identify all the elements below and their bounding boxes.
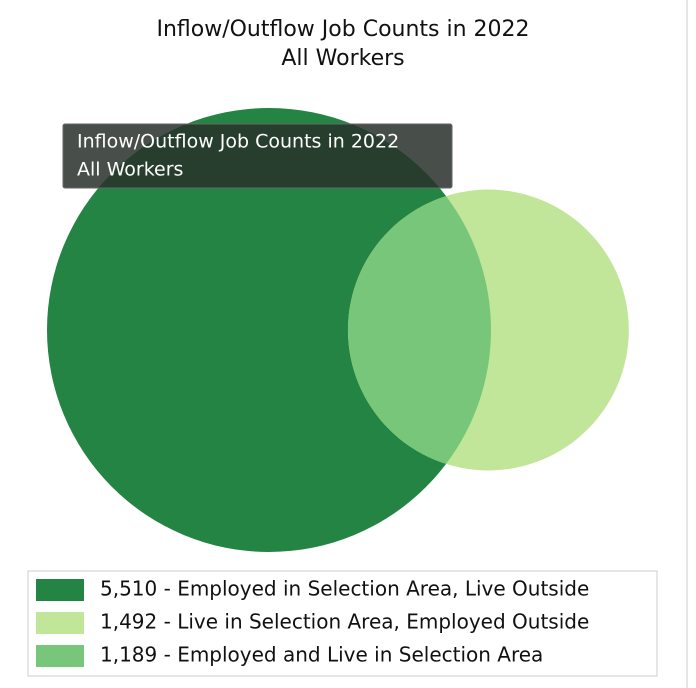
venn-circle <box>47 108 491 552</box>
legend-label: 1,189 - Employed and Live in Selection A… <box>100 643 543 667</box>
tooltip: Inflow/Outflow Job Counts in 2022 All Wo… <box>62 123 453 189</box>
chart-title: Inflow/Outflow Job Counts in 2022 <box>156 17 529 42</box>
legend-swatch <box>36 612 84 634</box>
legend: 5,510 - Employed in Selection Area, Live… <box>36 577 589 667</box>
venn <box>47 108 629 552</box>
legend-box <box>27 570 658 677</box>
legend-swatch <box>36 645 84 667</box>
tooltip-box <box>62 123 453 189</box>
venn-overlap <box>347 196 492 464</box>
legend-label: 1,492 - Live in Selection Area, Employed… <box>100 610 589 634</box>
legend-swatch <box>36 579 84 601</box>
tooltip-line: All Workers <box>77 159 183 181</box>
legend-label: 5,510 - Employed in Selection Area, Live… <box>100 577 589 601</box>
tooltip-line: Inflow/Outflow Job Counts in 2022 <box>77 131 399 153</box>
chart-subtitle: All Workers <box>281 46 404 71</box>
